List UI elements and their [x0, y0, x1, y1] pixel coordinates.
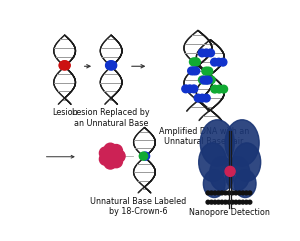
Circle shape	[106, 61, 115, 70]
Circle shape	[202, 76, 210, 84]
Ellipse shape	[203, 170, 225, 198]
Circle shape	[99, 147, 112, 159]
Text: Lesion Replaced by
an Unnatural Base: Lesion Replaced by an Unnatural Base	[72, 108, 150, 128]
Circle shape	[219, 58, 227, 66]
Circle shape	[200, 76, 208, 84]
Circle shape	[217, 200, 220, 204]
Circle shape	[211, 58, 218, 66]
Text: Lesion: Lesion	[52, 108, 77, 117]
Ellipse shape	[199, 143, 226, 181]
Circle shape	[220, 200, 224, 204]
Circle shape	[213, 200, 217, 204]
Circle shape	[234, 191, 238, 195]
Circle shape	[191, 58, 199, 66]
Circle shape	[140, 152, 148, 160]
Circle shape	[182, 85, 190, 93]
Ellipse shape	[233, 143, 261, 181]
Circle shape	[241, 200, 245, 204]
Circle shape	[99, 153, 112, 165]
Text: Amplified DNA with an
Unnatural Base Pair: Amplified DNA with an Unnatural Base Pai…	[159, 127, 249, 146]
Circle shape	[106, 61, 115, 70]
Circle shape	[108, 61, 116, 70]
Circle shape	[190, 67, 198, 75]
Circle shape	[206, 200, 210, 204]
Circle shape	[224, 200, 227, 204]
Circle shape	[199, 76, 206, 84]
Circle shape	[113, 150, 125, 162]
Circle shape	[141, 152, 149, 160]
Circle shape	[213, 191, 217, 195]
Ellipse shape	[234, 170, 256, 198]
Ellipse shape	[225, 120, 259, 166]
Circle shape	[198, 94, 206, 102]
Circle shape	[244, 200, 248, 204]
Circle shape	[107, 61, 116, 70]
Circle shape	[60, 61, 68, 70]
Circle shape	[142, 152, 150, 160]
Circle shape	[204, 76, 212, 84]
Circle shape	[104, 143, 116, 155]
Circle shape	[198, 49, 206, 57]
Circle shape	[61, 61, 69, 70]
Circle shape	[59, 61, 68, 70]
Circle shape	[244, 191, 248, 195]
Circle shape	[230, 200, 234, 204]
Circle shape	[220, 85, 227, 93]
Circle shape	[207, 49, 214, 57]
Circle shape	[248, 191, 252, 195]
Circle shape	[192, 67, 200, 75]
Circle shape	[227, 191, 231, 195]
Circle shape	[210, 200, 213, 204]
Circle shape	[203, 76, 211, 84]
Circle shape	[193, 58, 200, 66]
Circle shape	[203, 67, 211, 75]
Circle shape	[104, 157, 116, 169]
Circle shape	[61, 61, 70, 70]
Circle shape	[190, 85, 198, 93]
Circle shape	[186, 85, 194, 93]
Circle shape	[202, 49, 210, 57]
Circle shape	[202, 67, 210, 75]
Circle shape	[205, 67, 213, 75]
Text: Nanopore Detection: Nanopore Detection	[189, 208, 270, 217]
Circle shape	[224, 191, 227, 195]
Circle shape	[234, 200, 238, 204]
Circle shape	[106, 151, 117, 161]
Circle shape	[227, 200, 231, 204]
Ellipse shape	[210, 157, 234, 191]
Circle shape	[110, 155, 122, 168]
Circle shape	[217, 191, 220, 195]
Circle shape	[202, 94, 210, 102]
Circle shape	[210, 191, 213, 195]
Circle shape	[190, 58, 197, 66]
Circle shape	[188, 67, 196, 75]
Circle shape	[59, 61, 68, 70]
Circle shape	[215, 85, 223, 93]
Circle shape	[248, 200, 252, 204]
Circle shape	[206, 191, 210, 195]
Circle shape	[238, 200, 241, 204]
Circle shape	[110, 145, 122, 157]
Ellipse shape	[200, 120, 234, 166]
Circle shape	[215, 58, 223, 66]
Text: Unnatural Base Labeled
by 18-Crown-6: Unnatural Base Labeled by 18-Crown-6	[90, 197, 186, 216]
Circle shape	[241, 191, 245, 195]
Circle shape	[238, 191, 241, 195]
Circle shape	[61, 61, 70, 70]
Circle shape	[211, 85, 219, 93]
Circle shape	[207, 76, 215, 84]
Circle shape	[106, 61, 114, 70]
Circle shape	[230, 191, 234, 195]
Circle shape	[225, 166, 235, 176]
Circle shape	[220, 191, 224, 195]
Ellipse shape	[225, 157, 250, 191]
Circle shape	[194, 94, 202, 102]
Circle shape	[108, 61, 117, 70]
Circle shape	[139, 152, 147, 160]
